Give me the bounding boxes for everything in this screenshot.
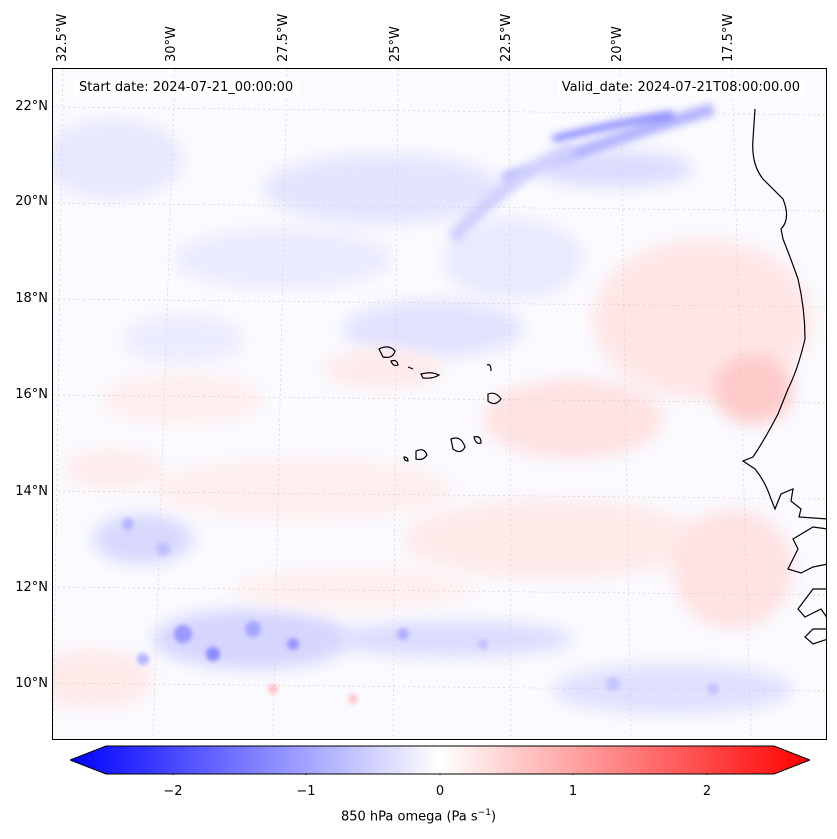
colorbar-label: 850 hPa omega (Pa s−1) [340,808,497,825]
positive-omega-regions [53,239,813,709]
lat-label-22n: 22°N [15,99,48,114]
map-panel[interactable]: Start date: 2024-07-21_00:00:00 Valid_da… [52,68,827,740]
lat-label-18n: 18°N [15,291,48,306]
lat-label-12n: 12°N [15,580,48,595]
convective-features [122,518,719,704]
graticule [53,69,826,739]
lon-label-20w: 20°W [610,26,625,62]
lon-label-32-5w: 32.5°W [55,13,70,62]
lon-label-22-5w: 22.5°W [499,13,514,62]
lat-label-16n: 16°N [15,387,48,402]
colorbar-tick-neg2: −2 [163,784,183,799]
colorbar-tick-neg1: −1 [296,784,316,799]
colorbar-tick-1: 1 [568,784,578,799]
lat-label-10n: 10°N [15,676,48,691]
africa-coastline [741,108,826,645]
colorbar-tick-0: 0 [435,784,445,799]
lat-label-20n: 20°N [15,194,48,209]
omega-field [53,69,826,739]
ascent-streak [447,103,715,244]
negative-omega-regions [53,119,793,714]
lon-label-27-5w: 27.5°W [276,13,291,62]
colorbar-tick-2: 2 [702,784,712,799]
lon-label-25w: 25°W [388,26,403,62]
start-date-label: Start date: 2024-07-21_00:00:00 [75,79,298,96]
valid-date-label: Valid_date: 2024-07-21T08:00:00.00 [557,79,804,96]
lon-label-30w: 30°W [164,26,179,62]
lat-label-14n: 14°N [15,484,48,499]
colorbar [70,745,810,775]
lon-label-17-5w: 17.5°W [721,13,736,62]
cabo-verde-islands [378,346,502,462]
